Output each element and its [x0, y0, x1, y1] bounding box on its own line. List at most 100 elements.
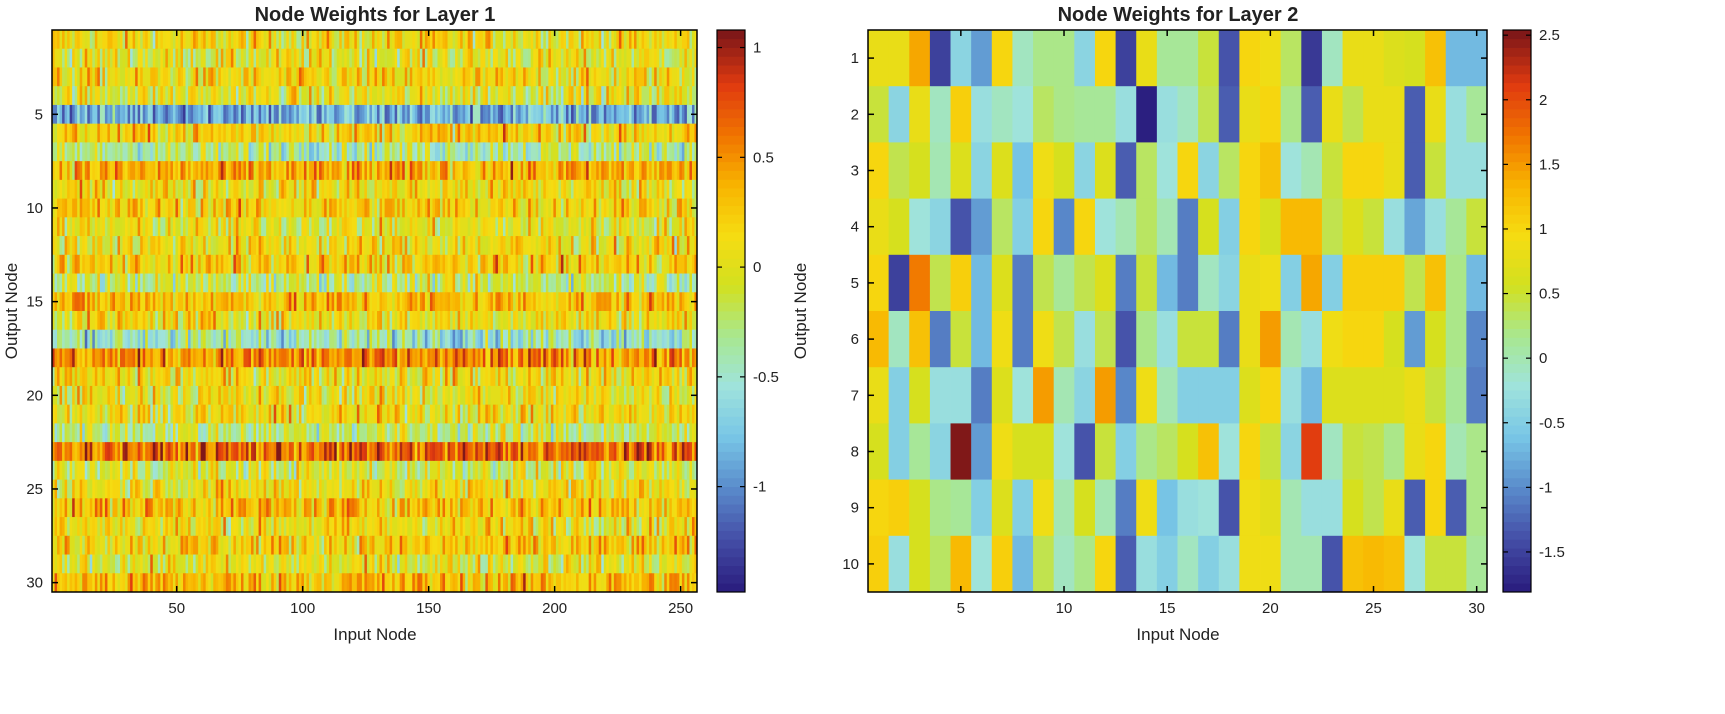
heatmap-cell	[311, 161, 315, 181]
heatmap-cell	[490, 198, 494, 218]
heatmap-cell	[646, 142, 650, 162]
heatmap-cell	[253, 273, 257, 293]
heatmap-cell	[681, 104, 685, 125]
heatmap-cell	[228, 179, 232, 199]
heatmap-cell	[281, 104, 285, 125]
heatmap-cell	[246, 367, 249, 387]
heatmap-cell	[649, 254, 653, 274]
heatmap-cell	[261, 179, 265, 199]
heatmap-cell	[321, 48, 325, 68]
heatmap-cell	[311, 48, 315, 68]
heatmap-cell	[344, 348, 348, 368]
heatmap-cell	[157, 86, 161, 106]
heatmap-cell	[62, 348, 65, 368]
heatmap-cell	[490, 142, 494, 162]
heatmap-cell	[89, 385, 93, 406]
heatmap-cell	[550, 67, 554, 87]
heatmap-cell	[598, 329, 602, 349]
heatmap-cell	[152, 236, 156, 256]
heatmap-cell	[513, 236, 516, 256]
heatmap-cell	[437, 348, 441, 368]
heatmap-cell	[331, 311, 335, 331]
heatmap-cell	[210, 367, 214, 387]
heatmap-cell	[634, 273, 637, 293]
heatmap-cell	[162, 30, 166, 50]
heatmap-cell	[356, 30, 360, 50]
heatmap-cell	[450, 329, 454, 349]
heatmap-cell	[120, 161, 123, 181]
heatmap-cell	[500, 329, 504, 349]
heatmap-cell	[57, 385, 60, 406]
heatmap-cell	[162, 367, 166, 387]
heatmap-cell	[147, 30, 151, 50]
heatmap-cell	[306, 48, 310, 68]
heatmap-cell	[470, 273, 474, 293]
heatmap-cell	[646, 86, 650, 106]
heatmap-cell	[618, 142, 622, 162]
heatmap-cell	[361, 273, 365, 293]
heatmap-cell	[543, 48, 547, 68]
heatmap-cell	[616, 236, 620, 256]
heatmap-cell	[482, 30, 486, 50]
heatmap-cell	[389, 67, 393, 87]
heatmap-cell	[445, 30, 448, 50]
heatmap-cell	[654, 161, 658, 181]
heatmap-cell	[452, 348, 456, 368]
heatmap-cell	[576, 67, 579, 87]
heatmap-cell	[613, 367, 617, 387]
heatmap-cell	[235, 348, 239, 368]
heatmap-cell	[150, 367, 154, 387]
heatmap-cell	[112, 311, 116, 331]
heatmap-cell	[505, 348, 509, 368]
heatmap-cell	[565, 86, 569, 106]
heatmap-cell	[311, 86, 315, 106]
heatmap-cell	[321, 217, 325, 237]
heatmap-cell	[125, 311, 128, 331]
heatmap-cell	[298, 273, 302, 293]
heatmap-cell	[135, 142, 139, 162]
heatmap-cell	[399, 348, 403, 368]
heatmap-cell	[576, 311, 579, 331]
heatmap-cell	[266, 329, 270, 349]
heatmap-cell	[77, 311, 81, 331]
heatmap-cell	[167, 104, 171, 125]
heatmap-cell	[180, 292, 184, 312]
heatmap-cell	[288, 161, 292, 181]
heatmap-cell	[258, 198, 262, 218]
heatmap-cell	[666, 236, 670, 256]
heatmap-cell	[170, 179, 174, 199]
heatmap-cell	[175, 254, 179, 274]
heatmap-cell	[278, 142, 282, 162]
heatmap-cell	[172, 348, 176, 368]
heatmap-cell	[364, 30, 368, 50]
heatmap-cell	[366, 86, 370, 106]
heatmap-cell	[291, 198, 295, 218]
heatmap-cell	[266, 142, 270, 162]
heatmap-cell	[664, 311, 668, 331]
heatmap-cell	[656, 236, 660, 256]
heatmap-cell	[676, 311, 680, 331]
heatmap-cell	[571, 48, 574, 68]
heatmap-cell	[485, 311, 489, 331]
heatmap-cell	[215, 367, 219, 387]
heatmap-cell	[349, 273, 353, 293]
heatmap-cell	[72, 385, 76, 406]
heatmap-cell	[399, 367, 403, 387]
heatmap-cell	[455, 104, 459, 125]
heatmap-cell	[409, 67, 413, 87]
heatmap-cell	[588, 142, 592, 162]
heatmap-cell	[351, 104, 355, 125]
heatmap-cell	[97, 367, 101, 387]
heatmap-cell	[258, 30, 262, 50]
heatmap-cell	[218, 385, 222, 406]
heatmap-cell	[417, 142, 421, 162]
heatmap-cell	[397, 179, 401, 199]
heatmap-cell	[631, 67, 635, 87]
heatmap-cell	[74, 254, 78, 274]
heatmap-cell	[203, 311, 207, 331]
heatmap-cell	[223, 30, 227, 50]
heatmap-cell	[366, 198, 370, 218]
heatmap-cell	[530, 123, 534, 143]
heatmap-cell	[470, 254, 474, 274]
heatmap-cell	[555, 123, 559, 143]
